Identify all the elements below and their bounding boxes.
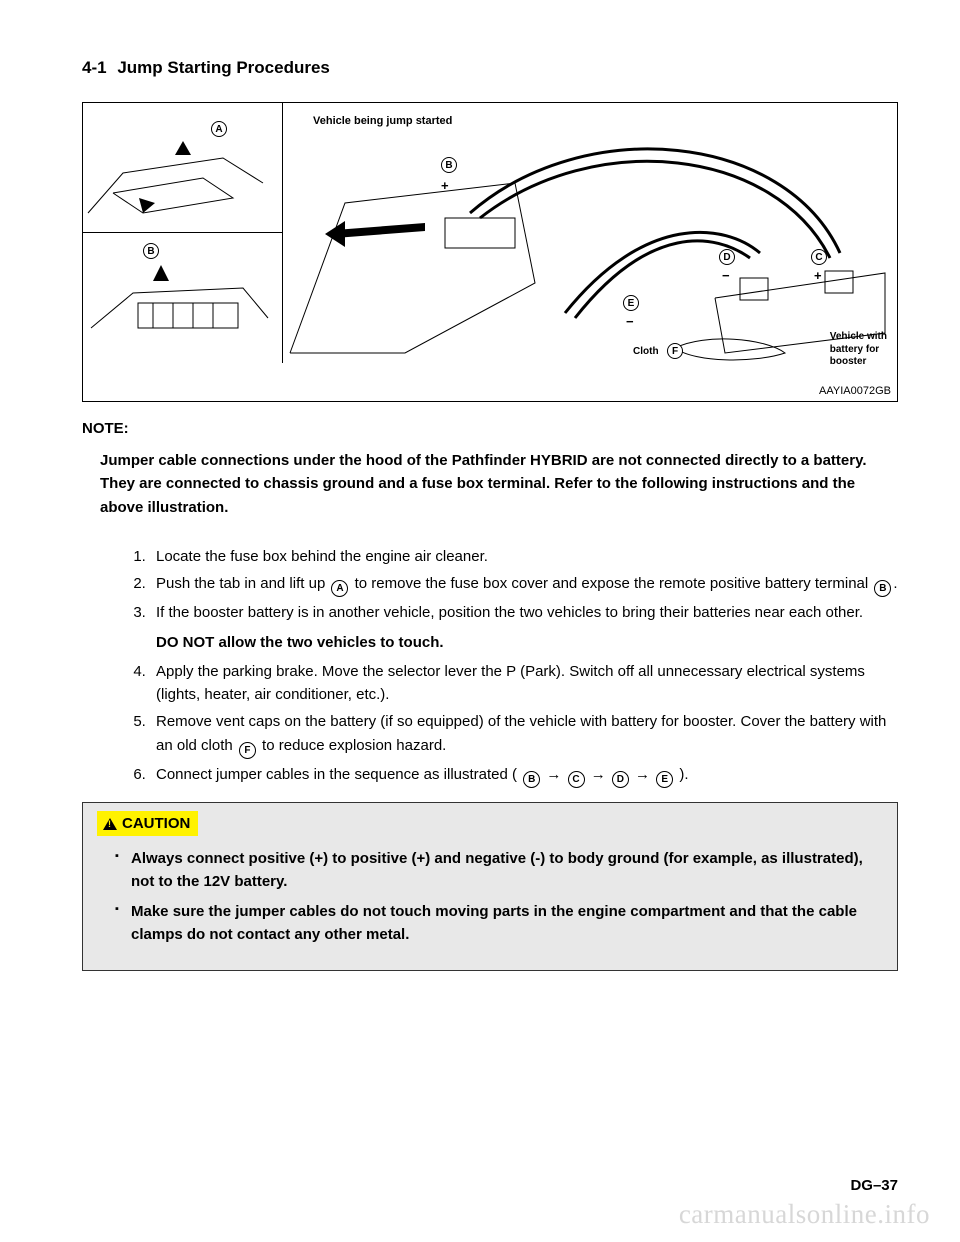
- section-heading: 4-1 Jump Starting Procedures: [82, 58, 898, 78]
- step-5-text-b: to reduce explosion hazard.: [258, 737, 446, 754]
- main-label-b: B: [441, 157, 457, 173]
- page-number: DG–37: [850, 1177, 898, 1194]
- arrow-icon-2: →: [587, 766, 610, 783]
- inset-b: B: [83, 233, 282, 363]
- step-2-text-a: Push the tab in and lift up: [156, 575, 329, 592]
- step-4: Apply the parking brake. Move the select…: [150, 660, 898, 707]
- section-number: 4-1: [82, 58, 107, 77]
- caution-box: CAUTION Always connect positive (+) to p…: [82, 802, 898, 971]
- booster-caption: Vehicle with battery for booster: [830, 331, 887, 369]
- plus-sign-c: +: [814, 268, 822, 283]
- main-label-f: F: [667, 343, 683, 359]
- watermark-text: carmanualsonline.info: [679, 1199, 930, 1230]
- main-label-e: E: [623, 295, 639, 311]
- caution-item-2: Make sure the jumper cables do not touch…: [115, 901, 879, 946]
- warning-icon: [103, 818, 117, 830]
- jump-start-diagram: A B Vehicle being jump st: [82, 102, 898, 402]
- inline-seq-d: D: [612, 771, 629, 788]
- caution-list: Always connect positive (+) to positive …: [83, 848, 897, 946]
- step-2-text-b: to remove the fuse box cover and expose …: [350, 575, 872, 592]
- arrow-icon-3: →: [631, 766, 654, 783]
- step-2-text-c: .: [893, 575, 897, 592]
- inline-label-b: B: [874, 580, 891, 597]
- figure-left-panels: A B: [83, 103, 283, 363]
- caution-heading: CAUTION: [97, 811, 198, 836]
- inset-a: A: [83, 103, 282, 233]
- step-3-warning: DO NOT allow the two vehicles to touch.: [156, 631, 898, 654]
- neg-sign-d: −: [722, 268, 730, 283]
- cloth-label: Cloth: [633, 346, 659, 357]
- plus-sign-b: +: [441, 178, 449, 193]
- step-6-text-a: Connect jumper cables in the sequence as…: [156, 766, 521, 783]
- note-label: NOTE:: [82, 420, 898, 437]
- step-5: Remove vent caps on the battery (if so e…: [150, 710, 898, 759]
- step-3-text: If the booster battery is in another veh…: [156, 604, 863, 621]
- section-title: Jump Starting Procedures: [117, 58, 330, 77]
- step-6: Connect jumper cables in the sequence as…: [150, 763, 898, 788]
- inset-label-a: A: [211, 121, 227, 137]
- booster-caption-l2: battery for: [830, 344, 879, 355]
- step-2: Push the tab in and lift up A to remove …: [150, 572, 898, 597]
- main-label-c: C: [811, 249, 827, 265]
- inset-label-b: B: [143, 243, 159, 259]
- step-3: If the booster battery is in another veh…: [150, 601, 898, 654]
- inline-seq-c: C: [568, 771, 585, 788]
- booster-caption-l3: booster: [830, 356, 867, 367]
- step-4-text: Apply the parking brake. Move the select…: [156, 663, 865, 703]
- inline-seq-e: E: [656, 771, 673, 788]
- booster-caption-l1: Vehicle with: [830, 331, 887, 342]
- main-diagram-sketch: [283, 123, 897, 393]
- caution-label-text: CAUTION: [122, 815, 190, 832]
- note-text: Jumper cable connections under the hood …: [100, 449, 898, 519]
- step-1: Locate the fuse box behind the engine ai…: [150, 545, 898, 568]
- page-container: 4-1 Jump Starting Procedures A: [0, 0, 960, 1242]
- inline-label-f: F: [239, 742, 256, 759]
- main-label-d: D: [719, 249, 735, 265]
- inset-b-sketch: [83, 233, 283, 363]
- inline-label-a: A: [331, 580, 348, 597]
- neg-sign-e: −: [626, 314, 634, 329]
- caution-item-1: Always connect positive (+) to positive …: [115, 848, 879, 893]
- inline-seq-b: B: [523, 771, 540, 788]
- procedure-list: Locate the fuse box behind the engine ai…: [124, 545, 898, 788]
- figure-image-id: AAYIA0072GB: [819, 385, 891, 397]
- inset-a-sketch: [83, 103, 283, 233]
- arrow-icon: →: [542, 766, 565, 783]
- step-6-text-b: ).: [675, 766, 688, 783]
- step-1-text: Locate the fuse box behind the engine ai…: [156, 548, 488, 565]
